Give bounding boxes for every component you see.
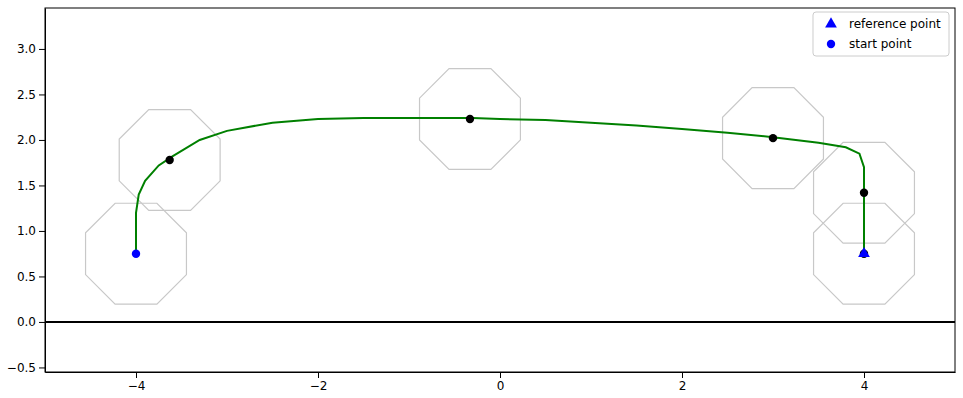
tick: 0.5 xyxy=(17,270,45,284)
tick-label: 0.5 xyxy=(17,270,36,284)
x-axis: −4 −2 0 2 4 xyxy=(46,372,956,393)
tick-mark xyxy=(682,372,683,378)
tick-label: −0.5 xyxy=(7,361,36,375)
tick: 2.0 xyxy=(17,133,45,147)
tick-label: −2 xyxy=(310,379,328,393)
legend-box xyxy=(813,12,949,56)
tick: −4 xyxy=(128,372,146,393)
tick-label: 1.5 xyxy=(17,179,36,193)
legend-label: start point xyxy=(849,37,912,51)
tick: 2.5 xyxy=(17,88,45,102)
tick-label: 2.0 xyxy=(17,133,36,147)
chart: −4 −2 0 2 4 −0.5 0.0 0.5 1.0 1.5 2.0 2.5 3.0 referenc… xyxy=(0,0,963,398)
tick-mark xyxy=(136,372,137,378)
axis-line xyxy=(45,9,46,373)
tick-mark xyxy=(39,94,45,95)
tick-label: 2 xyxy=(679,379,687,393)
ground-line xyxy=(45,321,955,323)
tick-label: 3.0 xyxy=(17,42,36,56)
legend-label: reference point xyxy=(849,17,941,31)
plot: −4 −2 0 2 4 −0.5 0.0 0.5 1.0 1.5 2.0 2.5 3.0 referenc… xyxy=(7,8,956,393)
tick: 0.0 xyxy=(17,315,45,329)
legend-marker xyxy=(827,40,835,48)
tick-mark xyxy=(39,322,45,323)
tick: 4 xyxy=(861,372,869,393)
tick-label: 4 xyxy=(861,379,869,393)
tick-label: 2.5 xyxy=(17,88,36,102)
tick-label: 0.0 xyxy=(17,315,36,329)
tick: 3.0 xyxy=(17,42,45,56)
tick-mark xyxy=(39,231,45,232)
robot-body xyxy=(723,88,824,189)
tick-mark xyxy=(39,140,45,141)
trajectory-line xyxy=(136,118,864,254)
point xyxy=(466,115,474,123)
tick: 1.0 xyxy=(17,224,45,238)
tick-mark xyxy=(500,372,501,378)
point xyxy=(858,247,870,257)
point xyxy=(165,156,173,164)
robot-sketches xyxy=(86,69,915,305)
tick-mark xyxy=(39,276,45,277)
tick-mark xyxy=(39,367,45,368)
tick: −2 xyxy=(310,372,328,393)
tick: 1.5 xyxy=(17,179,45,193)
point xyxy=(860,189,868,197)
point xyxy=(769,134,777,142)
tick-label: 0 xyxy=(497,379,505,393)
legend: reference point start point xyxy=(813,12,949,56)
point xyxy=(132,250,140,258)
y-axis: −0.5 0.0 0.5 1.0 1.5 2.0 2.5 3.0 xyxy=(7,9,46,375)
tick: 2 xyxy=(679,372,687,393)
legend-marker xyxy=(825,17,837,27)
tick-mark xyxy=(39,185,45,186)
tick-mark xyxy=(39,49,45,50)
tick: −0.5 xyxy=(7,361,45,375)
tick-mark xyxy=(318,372,319,378)
plot-frame xyxy=(45,8,955,372)
tick: 0 xyxy=(497,372,505,393)
tick-label: −4 xyxy=(128,379,146,393)
tick-mark xyxy=(864,372,865,378)
data-area xyxy=(45,69,955,322)
robot-body xyxy=(119,110,220,211)
tick-label: 1.0 xyxy=(17,224,36,238)
